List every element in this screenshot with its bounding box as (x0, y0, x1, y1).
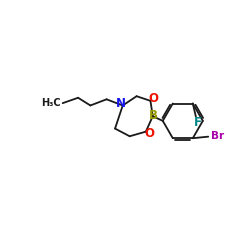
Text: B: B (149, 109, 158, 122)
Text: O: O (144, 128, 154, 140)
Text: Br: Br (211, 131, 224, 141)
Text: N: N (116, 98, 126, 110)
Text: F: F (194, 116, 202, 129)
Text: O: O (148, 92, 158, 105)
Text: H₃C: H₃C (42, 98, 61, 108)
